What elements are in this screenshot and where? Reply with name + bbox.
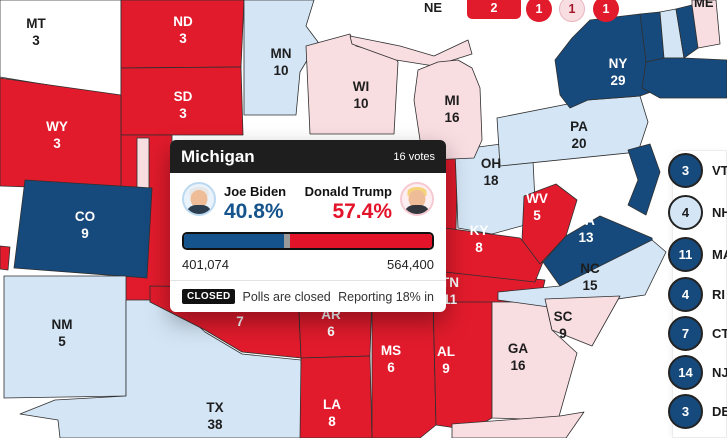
state-shape-nm[interactable] [3, 275, 127, 399]
vote-share-bar-dem [184, 234, 285, 248]
small-state-circle-nj[interactable]: 14 [668, 355, 703, 390]
state-shape-ms[interactable] [371, 292, 437, 438]
state-shape-me[interactable] [691, 0, 721, 49]
vote-share-bar-rep [290, 234, 432, 248]
state-shape-co[interactable] [13, 179, 153, 279]
small-state-abbr-vt: VT [712, 163, 727, 178]
small-state-abbr-ma: MA [712, 247, 727, 262]
tooltip-candidates: Joe Biden 40.8% Donald Trump 57.4% [182, 182, 434, 224]
trump-name: Donald Trump [304, 184, 392, 199]
trump-vote-total: 564,400 [387, 257, 434, 272]
state-shape-fl[interactable] [451, 411, 585, 438]
tooltip-votes-label: 16 votes [393, 150, 435, 163]
small-state-abbr-de: DE [712, 404, 727, 419]
small-state-row-de: 3 DE [668, 394, 727, 429]
state-shape-mi-upper[interactable] [349, 35, 473, 67]
state-shape-sd[interactable] [120, 66, 244, 136]
small-state-circle-ri[interactable]: 4 [668, 277, 703, 312]
small-state-circle-nh[interactable]: 4 [668, 195, 703, 230]
state-label-ne: NE [424, 0, 443, 15]
avatar-face [190, 190, 208, 208]
small-state-abbr-ct: CT [712, 326, 727, 341]
small-state-circle-ct[interactable]: 7 [668, 316, 703, 351]
ne-district-chip-2[interactable]: 1 [559, 0, 585, 22]
state-tooltip-michigan: Michigan 16 votes Joe Biden 40.8% [170, 140, 446, 312]
small-state-row-ct: 7 CT [668, 316, 727, 351]
trump-percent: 57.4% [332, 200, 392, 223]
state-shape-nc[interactable] [497, 239, 667, 309]
biden-vote-total: 401,074 [182, 257, 229, 272]
state-shape-mi-lower[interactable] [413, 59, 483, 161]
biden-avatar [182, 182, 216, 216]
small-state-abbr-nj: NJ [712, 365, 727, 380]
small-state-row-ma: 11 MA [668, 237, 727, 272]
small-state-circle-de[interactable]: 3 [668, 394, 703, 429]
reporting-text: Reporting 18% in [338, 289, 434, 304]
small-state-row-vt: 3 VT [668, 153, 727, 188]
small-state-abbr-nh: NH [712, 205, 727, 220]
state-shape-nd[interactable] [120, 0, 245, 69]
small-state-circle-ma[interactable]: 11 [668, 237, 703, 272]
candidate-biden: Joe Biden 40.8% [182, 182, 286, 224]
avatar-suit [404, 205, 430, 214]
vote-share-bar [182, 232, 434, 250]
tooltip-footer: CLOSED Polls are closed Reporting 18% in [182, 289, 434, 304]
vote-share-bar-divider [284, 234, 291, 248]
avatar-suit [186, 205, 212, 214]
small-state-row-nj: 14 NJ [668, 355, 727, 390]
state-shape-al[interactable] [432, 296, 493, 431]
tooltip-divider [170, 280, 446, 281]
small-state-row-ri: 4 RI [668, 277, 725, 312]
state-label-me: ME [694, 0, 714, 10]
state-shape-nj-md-de[interactable] [627, 143, 661, 216]
state-shape-la[interactable] [299, 355, 373, 438]
state-shape-wy[interactable] [0, 77, 122, 191]
state-shape-az-sliver[interactable] [0, 245, 11, 271]
small-state-circle-vt[interactable]: 3 [668, 153, 703, 188]
tooltip-title: Michigan [181, 146, 255, 166]
state-shape-sc[interactable] [544, 295, 621, 347]
polls-closed-badge: CLOSED [182, 289, 236, 304]
tooltip-body: Joe Biden 40.8% Donald Trump 57.4% [170, 173, 446, 312]
polls-status-text: Polls are closed [242, 289, 331, 304]
biden-name: Joe Biden [224, 184, 287, 199]
candidate-trump: Donald Trump 57.4% [305, 182, 434, 224]
tooltip-header: Michigan 16 votes [170, 140, 446, 173]
small-state-abbr-ri: RI [712, 287, 725, 302]
ne-district-chip-statewide[interactable]: 2 [467, 0, 521, 19]
avatar-face [408, 190, 426, 208]
vote-totals-row: 401,074 564,400 [182, 257, 434, 272]
biden-percent: 40.8% [224, 200, 284, 223]
state-shape-ma-ct-ri[interactable] [641, 57, 727, 99]
trump-avatar [400, 182, 434, 216]
ne-district-chip-1[interactable]: 1 [526, 0, 552, 22]
ne-district-chip-3[interactable]: 1 [593, 0, 619, 22]
small-state-row-nh: 4 NH [668, 195, 727, 230]
